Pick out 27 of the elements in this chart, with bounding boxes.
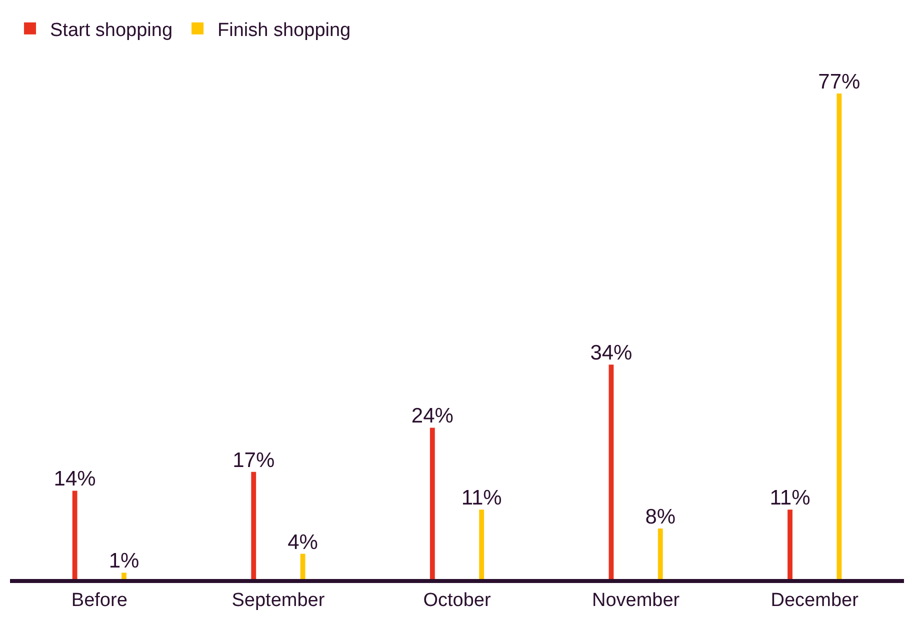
bar bbox=[658, 528, 663, 579]
bar bbox=[72, 490, 78, 579]
data-label: 11% bbox=[461, 486, 502, 510]
data-label: 4% bbox=[288, 530, 318, 554]
x-tick-label: September bbox=[232, 590, 326, 611]
data-label: 14% bbox=[54, 468, 96, 491]
bar bbox=[608, 364, 614, 579]
bar bbox=[251, 472, 256, 579]
bar bbox=[479, 510, 484, 579]
data-label: 8% bbox=[645, 506, 676, 529]
data-label: 17% bbox=[232, 448, 275, 472]
data-label: 11% bbox=[770, 486, 810, 510]
data-label: 77% bbox=[818, 70, 860, 94]
bar bbox=[788, 510, 792, 579]
x-tick-label: October bbox=[423, 590, 492, 611]
bar bbox=[300, 554, 306, 579]
x-tick-label: Before bbox=[71, 590, 128, 611]
x-tick-label: November bbox=[592, 590, 680, 611]
legend-label: Start shopping bbox=[50, 20, 173, 41]
data-label: 1% bbox=[108, 550, 140, 573]
legend-label: Finish shopping bbox=[218, 20, 351, 41]
data-label: 34% bbox=[590, 342, 632, 365]
bar bbox=[836, 94, 842, 579]
bar bbox=[430, 428, 435, 579]
data-label: 24% bbox=[411, 404, 454, 428]
bar bbox=[122, 572, 126, 579]
x-tick-label: December bbox=[770, 590, 860, 611]
